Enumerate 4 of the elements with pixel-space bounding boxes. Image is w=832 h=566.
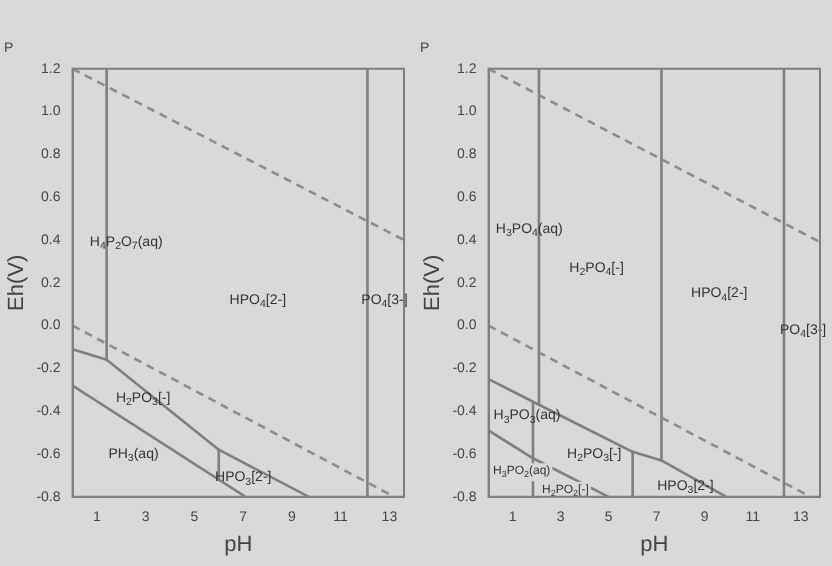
y-axis-title: Eh(V) — [421, 254, 446, 311]
y-axis-title: Eh(V) — [5, 254, 30, 311]
x-axis-title: pH — [640, 532, 669, 557]
x-axis-title: pH — [224, 532, 253, 557]
